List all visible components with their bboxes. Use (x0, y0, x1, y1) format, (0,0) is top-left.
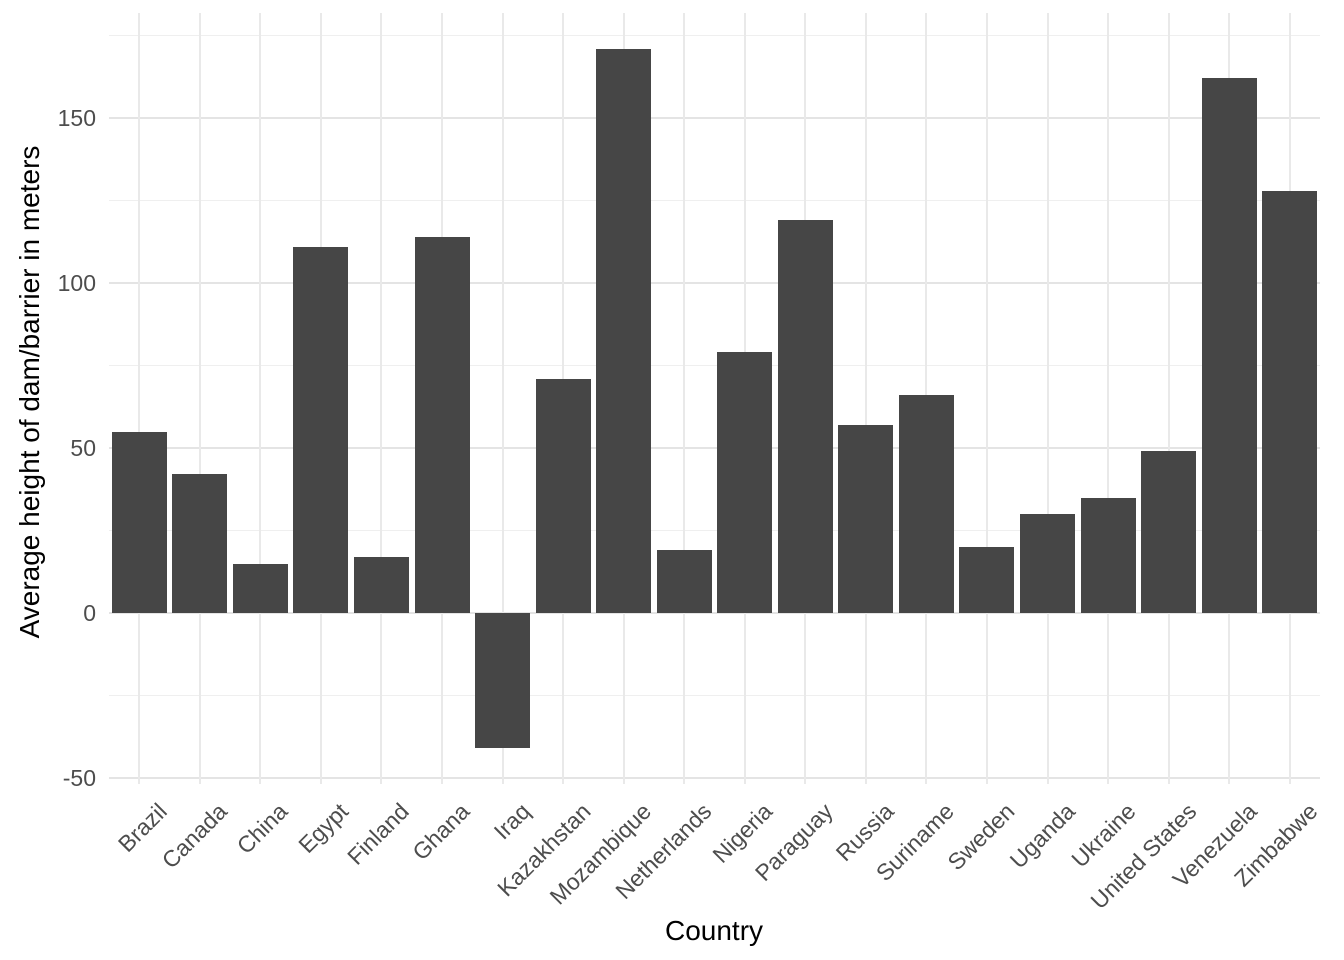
gridline-horizontal-minor (109, 695, 1320, 696)
gridline-horizontal-minor (109, 200, 1320, 201)
x-tick-label-ghana: Ghana (407, 798, 475, 866)
gridline-vertical (1167, 13, 1170, 784)
bar-sweden (959, 547, 1015, 613)
bar-netherlands (656, 550, 712, 613)
bar-nigeria (717, 352, 773, 613)
gridline-vertical (198, 13, 201, 784)
gridline-horizontal-minor (109, 530, 1320, 531)
y-tick-label: 100 (57, 270, 96, 296)
x-tick-label-sweden: Sweden (942, 798, 1020, 876)
gridline-horizontal-major (109, 777, 1320, 779)
x-tick-label-canada: Canada (156, 798, 233, 874)
bar-uganda (1020, 514, 1076, 613)
chart-panel (109, 13, 1320, 784)
y-tick-label: 0 (83, 600, 96, 626)
gridline-vertical (864, 13, 867, 784)
bar-egypt (293, 246, 349, 613)
x-tick-label-iraq: Iraq (488, 798, 535, 845)
bar-venezuela (1201, 78, 1257, 613)
bar-ukraine (1080, 497, 1136, 613)
gridline-horizontal-major (109, 447, 1320, 449)
x-tick-label-finland: Finland (342, 798, 414, 870)
bar-canada (172, 474, 228, 613)
bar-finland (353, 556, 409, 613)
bar-ghana (414, 236, 470, 613)
gridline-vertical (1107, 13, 1110, 784)
bar-suriname (898, 395, 954, 613)
bar-kazakhstan (535, 378, 591, 613)
gridline-vertical (138, 13, 141, 784)
gridline-vertical (501, 13, 504, 784)
gridline-horizontal-major (109, 612, 1320, 614)
bar-paraguay (777, 220, 833, 613)
gridline-horizontal-minor (109, 365, 1320, 366)
y-tick-label: -50 (62, 765, 96, 791)
gridline-vertical (1046, 13, 1049, 784)
x-tick-label-china: China (231, 798, 293, 859)
gridline-vertical (985, 13, 988, 784)
bar-united-states (1141, 451, 1197, 613)
gridline-horizontal-major (109, 282, 1320, 284)
x-tick-label-uganda: Uganda (1004, 798, 1080, 874)
y-tick-label: 150 (57, 105, 96, 131)
bar-brazil (111, 431, 167, 613)
gridline-vertical (380, 13, 383, 784)
bar-russia (838, 424, 894, 613)
bar-iraq (475, 613, 531, 749)
y-axis-title: Average height of dam/barrier in meters (14, 145, 45, 639)
bar-zimbabwe (1262, 190, 1318, 613)
x-axis-title: Country (664, 915, 764, 946)
bar-china (232, 563, 288, 613)
bar-mozambique (596, 48, 652, 613)
y-tick-label: 50 (70, 435, 96, 461)
gridline-vertical (683, 13, 686, 784)
gridline-horizontal-minor (109, 35, 1320, 36)
gridline-horizontal-major (109, 117, 1320, 119)
gridline-vertical (259, 13, 262, 784)
